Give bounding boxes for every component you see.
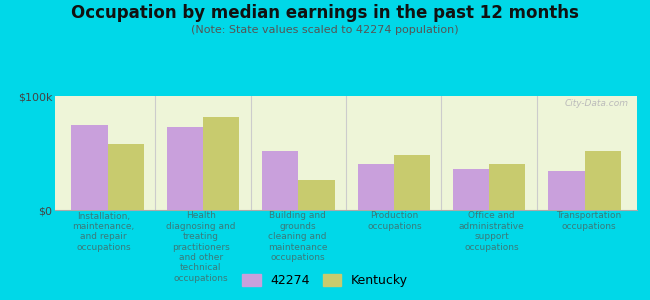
Text: Transportation
occupations: Transportation occupations [556, 212, 621, 231]
Text: (Note: State values scaled to 42274 population): (Note: State values scaled to 42274 popu… [191, 25, 459, 34]
Text: Health
diagnosing and
treating
practitioners
and other
technical
occupations: Health diagnosing and treating practitio… [166, 212, 235, 283]
Bar [549, 171, 584, 210]
Bar [584, 151, 621, 210]
Bar [72, 124, 108, 210]
Bar [262, 151, 298, 210]
Bar [453, 169, 489, 210]
Text: Office and
administrative
support
occupations: Office and administrative support occupa… [459, 212, 525, 252]
Bar [203, 116, 239, 210]
Text: Production
occupations: Production occupations [367, 212, 422, 231]
Bar [394, 155, 430, 210]
Text: Building and
grounds
cleaning and
maintenance
occupations: Building and grounds cleaning and mainte… [268, 212, 328, 262]
Bar [358, 164, 394, 210]
Text: Installation,
maintenance,
and repair
occupations: Installation, maintenance, and repair oc… [73, 212, 135, 252]
Text: Occupation by median earnings in the past 12 months: Occupation by median earnings in the pas… [71, 4, 579, 22]
Bar [298, 180, 335, 210]
Bar [108, 144, 144, 210]
Text: City-Data.com: City-Data.com [564, 99, 629, 108]
Bar [167, 127, 203, 210]
Legend: 42274, Kentucky: 42274, Kentucky [237, 269, 413, 292]
Bar [489, 164, 525, 210]
